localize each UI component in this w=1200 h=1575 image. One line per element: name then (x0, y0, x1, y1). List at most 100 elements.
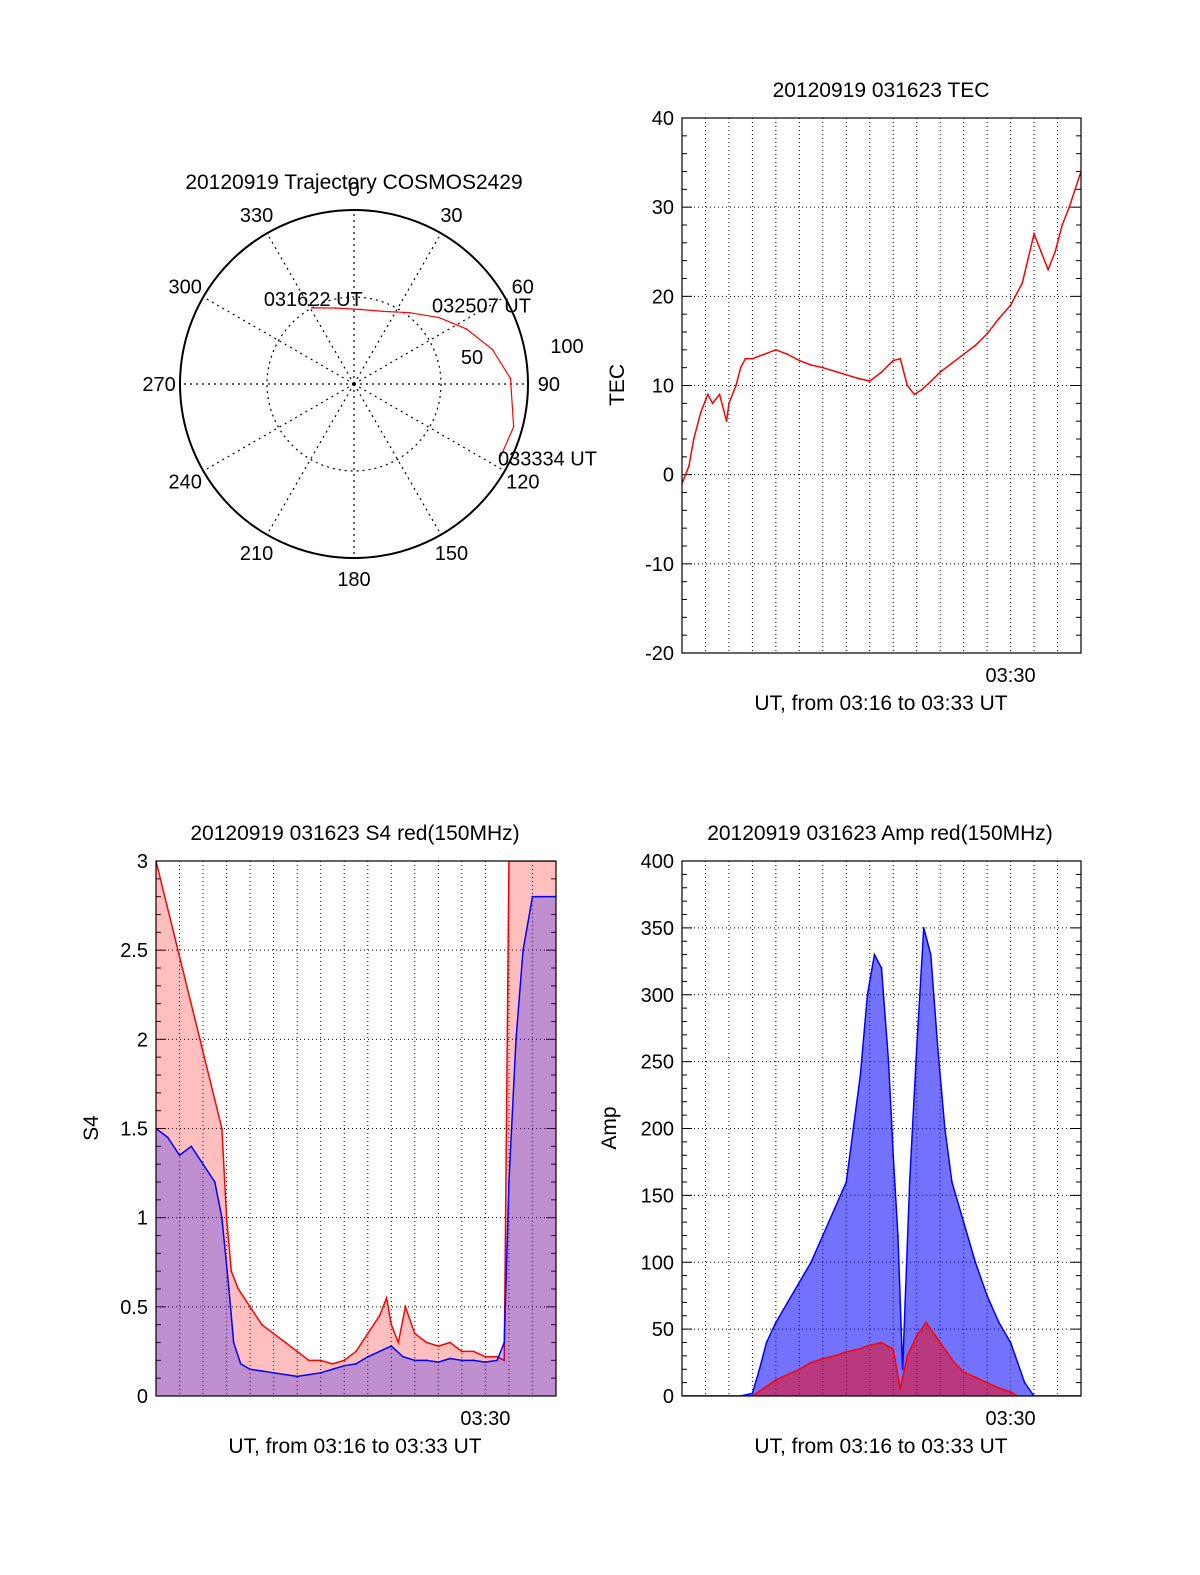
amp-point-red (906, 1354, 909, 1357)
amp-point-blue (997, 1321, 1000, 1324)
s4-point-blue (503, 1341, 506, 1344)
amp-point-red (798, 1368, 801, 1371)
s4-point-red (237, 1288, 240, 1290)
amp-point-blue (974, 1261, 977, 1264)
s4-point-blue (308, 1373, 310, 1376)
polar-spoke (353, 296, 505, 385)
tec-title: 20120919 031623 TEC (773, 79, 990, 102)
s4-point-blue (296, 1375, 299, 1378)
amp-point-blue (897, 1234, 899, 1237)
s4-ytick-label: 1 (137, 1208, 148, 1230)
amp-point-blue (798, 1281, 801, 1284)
s4-point-blue (249, 1368, 252, 1371)
s4-point-blue (390, 1345, 393, 1347)
tec-xtick-label: 03:30 (986, 665, 1036, 687)
amp-point-blue (845, 1181, 848, 1183)
amp-point-red (997, 1387, 1000, 1389)
s4-point-red (272, 1332, 275, 1335)
tec-ytick-label: 10 (652, 376, 674, 398)
tec-point-red (1009, 304, 1012, 307)
tec-ytick-label: 0 (663, 465, 674, 487)
s4-point-red (225, 1216, 228, 1219)
s4-point-blue (220, 1216, 223, 1219)
amp-point-red (986, 1381, 989, 1384)
tec-point-red (739, 366, 742, 369)
amp-point-blue (833, 1207, 836, 1210)
amp-point-red (868, 1344, 871, 1347)
tec-point-red (718, 393, 721, 396)
polar-spoke (266, 383, 355, 535)
tec-point-red (725, 420, 728, 423)
s4-point-blue (331, 1368, 334, 1371)
s4-point-red (355, 1350, 357, 1353)
amp-point-blue (943, 1127, 946, 1130)
polar-spoke (353, 233, 442, 385)
s4-point-blue (484, 1361, 487, 1364)
s4-point-red (437, 1345, 440, 1347)
s4-ytick-label: 1.5 (120, 1119, 148, 1141)
amp-point-blue (873, 953, 876, 956)
tec-ylabel: TEC (606, 364, 629, 406)
amp-point-blue (892, 1154, 895, 1157)
tec-point-red (1040, 250, 1042, 253)
s4-point-blue (522, 949, 524, 952)
s4-ytick-label: 0.5 (120, 1297, 148, 1319)
polar-azimuth-label: 150 (435, 543, 468, 565)
tec-point-red (920, 389, 923, 391)
s4-point-blue (213, 1181, 216, 1183)
amp-ytick-label: 300 (641, 985, 674, 1007)
polar-radius-label: 100 (550, 336, 583, 358)
polar-spoke (353, 383, 505, 472)
tec-point-red (728, 402, 730, 405)
amp-point-blue (1023, 1381, 1026, 1384)
amp-point-red (934, 1334, 937, 1337)
amp-point-red (974, 1376, 977, 1379)
amp-ytick-label: 0 (663, 1386, 674, 1408)
amp-point-red (763, 1387, 766, 1389)
amp-point-blue (758, 1368, 761, 1371)
amp-point-red (899, 1388, 902, 1391)
amp-point-blue (1016, 1361, 1019, 1364)
polar-azimuth-label: 120 (506, 471, 539, 493)
tec-point-red (868, 380, 871, 382)
s4-point-red (220, 1127, 223, 1130)
tec-point-red (906, 384, 909, 387)
tec-point-red (974, 344, 977, 347)
polar-azimuth-label: 330 (240, 205, 273, 227)
trajectory-point (334, 307, 336, 309)
polar-azimuth-label: 270 (142, 374, 175, 396)
tec-point-red (688, 464, 690, 467)
amp-title: 20120919 031623 Amp red(150MHz) (707, 822, 1053, 845)
trajectory-point (465, 328, 468, 330)
tec-point-red (1054, 250, 1057, 253)
tec-chart: 20120919 031623 TEC UT, from 03:16 to 03… (606, 79, 1082, 715)
amp-point-blue (880, 967, 883, 969)
amp-point-red (821, 1357, 824, 1360)
s4-point-blue (284, 1373, 287, 1376)
s4-point-blue (515, 1038, 517, 1041)
s4-point-red (484, 1355, 487, 1358)
s4-point-blue (472, 1359, 475, 1362)
amp-point-blue (887, 1060, 890, 1063)
tec-point-red (892, 359, 895, 362)
s4-point-red (343, 1359, 346, 1362)
trajectory-point (359, 308, 362, 311)
amp-chart: 20120919 031623 Amp red(150MHz) UT, from… (598, 822, 1082, 1458)
s4-point-blue (449, 1357, 452, 1360)
tec-point-red (692, 438, 695, 440)
s4-point-blue (202, 1163, 204, 1166)
s4-point-blue (508, 1181, 510, 1183)
amp-point-blue (821, 1234, 824, 1237)
s4-point-red (385, 1297, 388, 1299)
amp-point-blue (765, 1341, 768, 1344)
trajectory-point (512, 425, 515, 428)
tec-point-red (1047, 268, 1050, 271)
tec-point-red (786, 353, 789, 356)
amp-point-blue (922, 926, 925, 929)
amp-ytick-label: 250 (641, 1052, 674, 1074)
tec-point-red (986, 332, 989, 335)
trajectory-point (382, 310, 385, 313)
s4-point-red (404, 1305, 407, 1308)
s4-point-blue (355, 1363, 357, 1365)
tec-point-red (706, 393, 709, 396)
